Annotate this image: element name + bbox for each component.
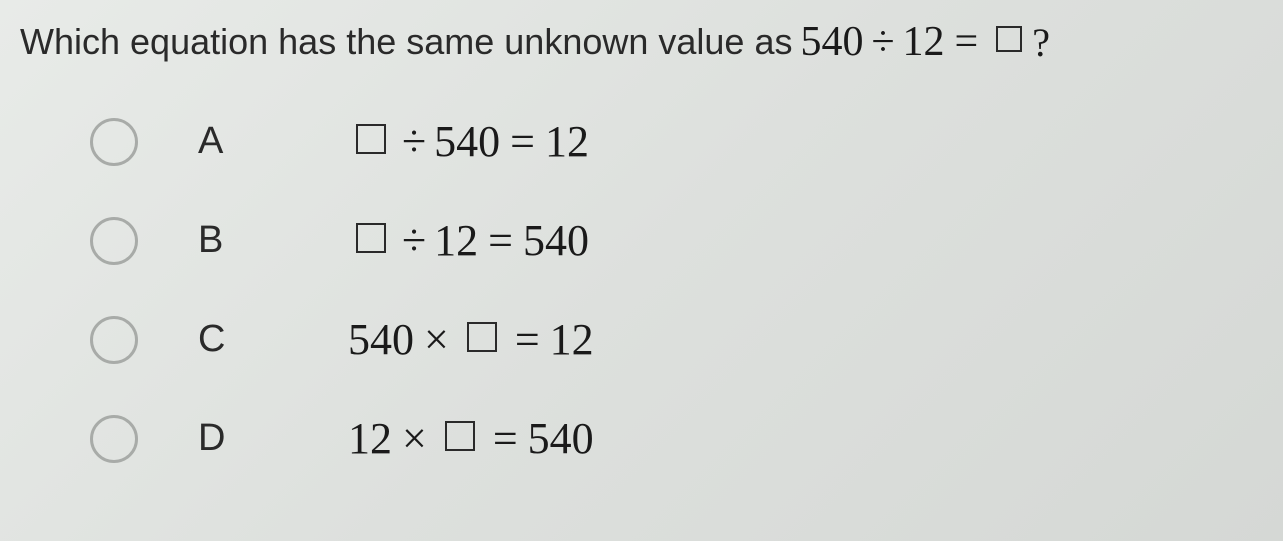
radio-button[interactable] [90,118,138,166]
equals-icon: = [488,215,513,266]
unknown-box-icon [445,421,475,451]
equals-icon: = [510,116,535,167]
q-num2: 12 [903,18,945,66]
divide-icon: ÷ [402,116,426,167]
answers-list: A ÷ 540 = 12 B ÷ 12 = 540 C 540 × = 12 [20,116,1263,464]
divide-icon: ÷ [871,18,894,66]
equals-icon: = [955,18,979,66]
unknown-box-icon [467,322,497,352]
answer-label: B [198,219,348,262]
answer-equation: 540 × = 12 [348,314,594,365]
unknown-box-icon [356,124,386,154]
question-mark: ? [1032,19,1050,66]
radio-button[interactable] [90,316,138,364]
number: 540 [523,215,589,266]
number: 12 [434,215,478,266]
divide-icon: ÷ [402,215,426,266]
number: 540 [348,314,414,365]
unknown-box-icon [996,26,1022,52]
number: 12 [545,116,589,167]
equals-icon: = [515,314,540,365]
question-row: Which equation has the same unknown valu… [20,18,1263,66]
answer-option-c[interactable]: C 540 × = 12 [90,314,1263,365]
unknown-box-icon [356,223,386,253]
answer-option-b[interactable]: B ÷ 12 = 540 [90,215,1263,266]
q-num1: 540 [800,18,863,66]
radio-button[interactable] [90,217,138,265]
radio-button[interactable] [90,415,138,463]
question-equation: 540 ÷ 12 = ? [800,18,1050,66]
number: 540 [434,116,500,167]
answer-option-d[interactable]: D 12 × = 540 [90,413,1263,464]
answer-equation: ÷ 540 = 12 [348,116,589,167]
answer-equation: 12 × = 540 [348,413,594,464]
equals-icon: = [493,413,518,464]
answer-label: C [198,318,348,361]
answer-label: A [198,120,348,163]
number: 12 [550,314,594,365]
question-prompt: Which equation has the same unknown valu… [20,21,792,63]
times-icon: × [402,413,427,464]
number: 540 [528,413,594,464]
number: 12 [348,413,392,464]
answer-option-a[interactable]: A ÷ 540 = 12 [90,116,1263,167]
times-icon: × [424,314,449,365]
answer-label: D [198,417,348,460]
answer-equation: ÷ 12 = 540 [348,215,589,266]
